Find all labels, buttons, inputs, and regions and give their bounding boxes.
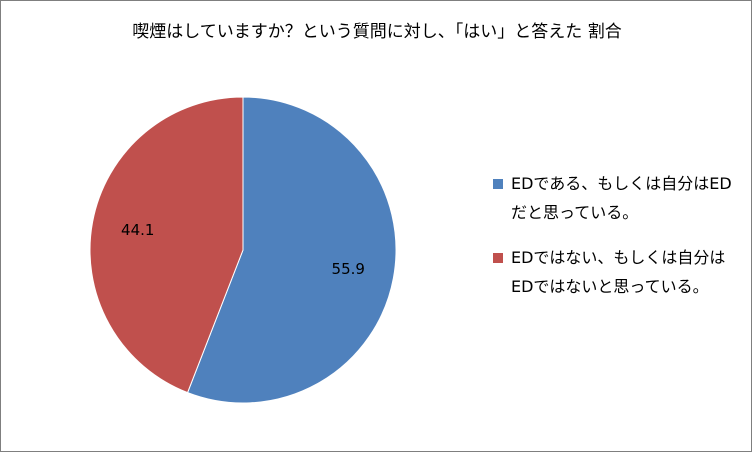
legend: EDである、もしくは自分はEDだと思っている。 EDではない、もしくは自分はED… — [493, 169, 743, 317]
pie-slice-1 — [89, 96, 244, 394]
legend-item-ed-yes: EDである、もしくは自分はEDだと思っている。 — [493, 169, 743, 227]
chart-title: 喫煙はしていますか？という質問に対し、「はい」と答えた 割合 — [132, 22, 622, 42]
pie-slices — [89, 96, 397, 404]
pie-data-labels: 55.9 44.1 — [121, 221, 365, 278]
legend-label-ed-no: EDではない、もしくは自分はEDではないと思っている。 — [511, 248, 726, 296]
legend-swatch-ed-no — [493, 253, 503, 263]
pie-data-label-0: 55.9 — [332, 260, 365, 278]
legend-swatch-ed-yes — [493, 179, 503, 189]
legend-item-ed-no: EDではない、もしくは自分はEDではないと思っている。 — [493, 243, 743, 301]
legend-label-ed-yes: EDである、もしくは自分はEDだと思っている。 — [511, 174, 732, 222]
pie-data-label-1: 44.1 — [121, 221, 154, 239]
pie-slice-0 — [186, 96, 397, 404]
